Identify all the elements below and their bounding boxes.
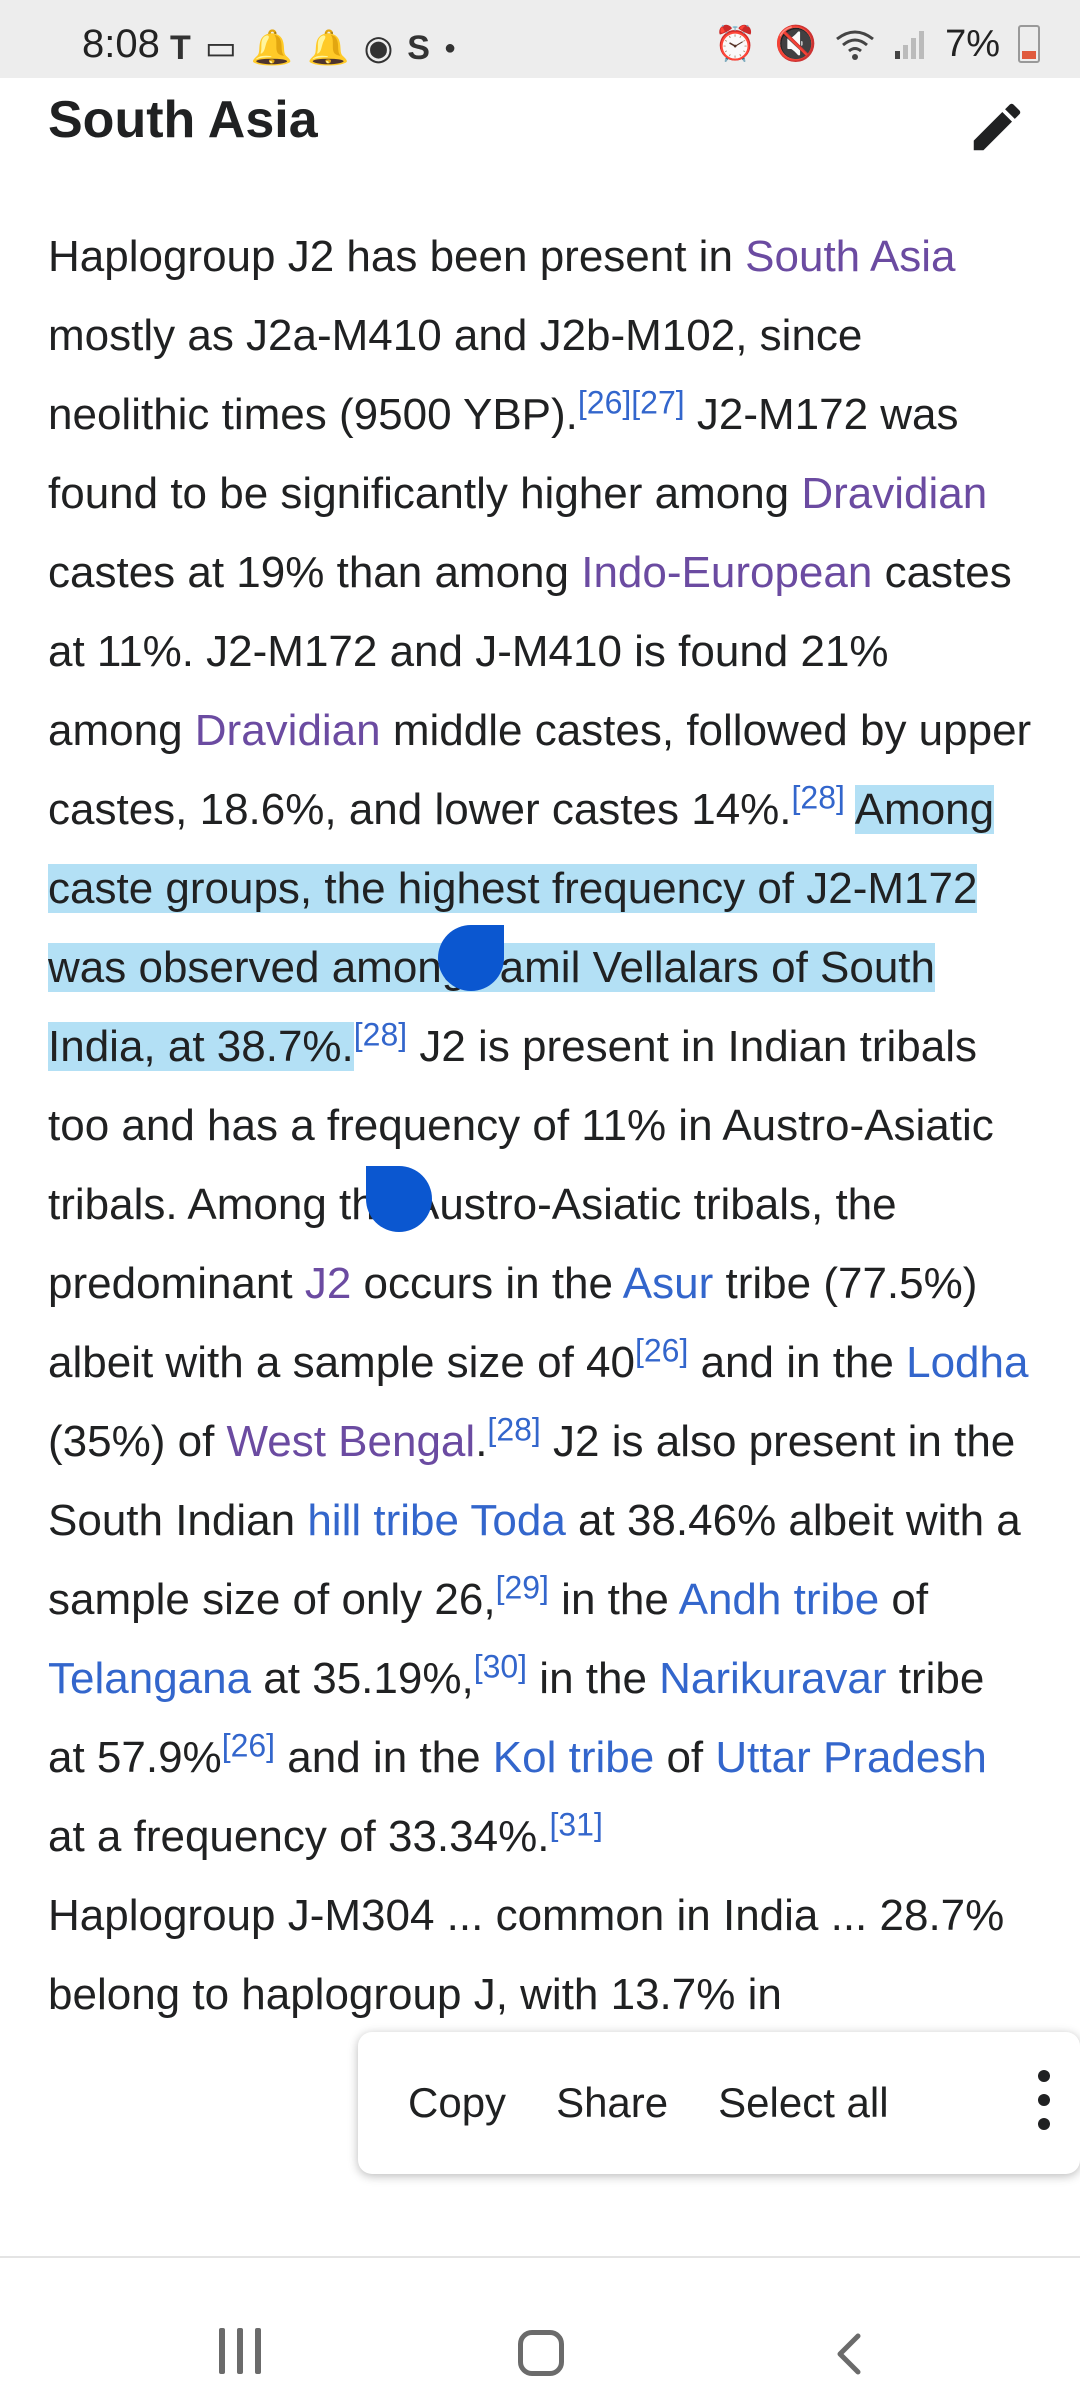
article-paragraph: Haplogroup J-M304 ... common in India ..… xyxy=(48,1891,1005,2019)
text-run: castes at 11%. J2-M172 and J-M410 is fou… xyxy=(48,548,1012,755)
citation-27[interactable]: [27] xyxy=(631,384,685,421)
mute-icon: 🔇 xyxy=(774,25,818,63)
selection-end-handle[interactable] xyxy=(366,1166,432,1232)
link-hill-tribe[interactable]: hill tribe xyxy=(307,1496,459,1545)
link-dravidian[interactable]: Dravidian xyxy=(194,706,381,755)
text-run: at 38.46% albeit with a sample size of o… xyxy=(48,1496,1021,1624)
link-uttar-pradesh[interactable]: Uttar Pradesh xyxy=(715,1733,987,1782)
article-body: Haplogroup J2 has been present in South … xyxy=(48,217,1033,2034)
link-dravidian[interactable]: Dravidian xyxy=(801,469,988,518)
text-run: mostly as J2a-M410 and J2b-M102, since n… xyxy=(48,311,863,439)
notification-icon: 🔔 xyxy=(307,29,350,67)
voicemail-icon: ▭ xyxy=(204,29,237,67)
text-run: tribe (77.5%) albeit with a sample size … xyxy=(48,1259,978,1387)
selection-start-handle[interactable] xyxy=(438,925,504,991)
chrome-icon: ◉ xyxy=(363,29,394,67)
status-icons-left: T ▭ 🔔 🔔 ◉ S ● xyxy=(170,28,456,68)
share-button[interactable]: Share xyxy=(556,2079,669,2126)
text-run: tribe at 57.9% xyxy=(48,1654,985,1782)
text-run: in the xyxy=(548,1575,679,1624)
text-run: J2-M172 was found to be significantly hi… xyxy=(48,390,959,518)
text-run: of xyxy=(879,1575,929,1624)
citation-29[interactable]: [29] xyxy=(495,1569,549,1606)
citation-30[interactable]: [30] xyxy=(473,1648,528,1685)
status-icons-right: ⏰ 🔇 7% xyxy=(714,22,1040,66)
dot-icon: ● xyxy=(443,37,457,59)
home-icon[interactable] xyxy=(518,2330,564,2376)
link-south-asia[interactable]: South Asia xyxy=(745,232,956,281)
text-run xyxy=(459,1496,470,1545)
text-run: (35%) of xyxy=(48,1417,227,1466)
link-andh-tribe[interactable]: Andh tribe xyxy=(678,1575,880,1624)
section-heading: South Asia xyxy=(48,91,318,149)
text-run: castes at 19% than among xyxy=(48,548,582,597)
back-icon[interactable] xyxy=(826,2330,874,2378)
link-j2[interactable]: J2 xyxy=(304,1259,352,1308)
text-run: at 35.19%, xyxy=(251,1654,474,1703)
notification-icon: 🔔 xyxy=(250,29,294,67)
link-indo-european[interactable]: Indo-European xyxy=(581,548,873,597)
citation-28[interactable]: [28] xyxy=(791,779,845,816)
citation-28[interactable]: [28] xyxy=(487,1411,541,1448)
citation-26[interactable]: [26] xyxy=(577,384,632,421)
navigation-bar xyxy=(0,2256,1080,2402)
text-run: J2 is present in Indian tribals too and … xyxy=(48,1022,994,1308)
text-run: . xyxy=(475,1417,488,1466)
link-lodha[interactable]: Lodha xyxy=(906,1338,1029,1387)
t-mobile-icon: T xyxy=(170,29,191,67)
link-telangana[interactable]: Telangana xyxy=(48,1654,252,1703)
link-asur[interactable]: Asur xyxy=(622,1259,714,1308)
text-run: at a frequency of 33.34%. xyxy=(48,1812,550,1861)
copy-button[interactable]: Copy xyxy=(408,2079,507,2126)
text-selection-menu: Copy Share Select all xyxy=(358,2032,1080,2174)
text-run: of xyxy=(654,1733,716,1782)
text-run: and in the xyxy=(275,1733,493,1782)
battery-low-icon xyxy=(1018,25,1040,63)
article-paragraph: Haplogroup J2 has been present in South … xyxy=(48,217,1033,1876)
citation-26[interactable]: [26] xyxy=(634,1332,689,1369)
text-run: occurs in the xyxy=(351,1259,623,1308)
citation-31[interactable]: [31] xyxy=(549,1806,603,1843)
text-run: Haplogroup J2 has been present in xyxy=(48,232,746,281)
link-west-bengal[interactable]: West Bengal xyxy=(226,1417,476,1466)
signal-icon xyxy=(895,31,925,59)
link-narikuravar[interactable]: Narikuravar xyxy=(659,1654,887,1703)
recents-icon[interactable] xyxy=(219,2328,273,2379)
wifi-icon xyxy=(836,30,874,60)
s-icon: S xyxy=(407,29,430,67)
alarm-icon: ⏰ xyxy=(714,25,757,63)
citation-26[interactable]: [26] xyxy=(221,1727,276,1764)
text-run: middle castes, followed by upper castes,… xyxy=(48,706,1032,834)
pencil-icon[interactable] xyxy=(966,96,1028,158)
text-run: J2 is also present in the South Indian xyxy=(48,1417,1016,1545)
link-kol-tribe[interactable]: Kol tribe xyxy=(492,1733,655,1782)
text-run: and in the xyxy=(688,1338,907,1387)
battery-percent: 7% xyxy=(945,22,1000,65)
status-time: 8:08 xyxy=(82,22,160,66)
text-run: in the xyxy=(527,1654,660,1703)
link-toda[interactable]: Toda xyxy=(470,1496,566,1545)
status-bar: 8:08 T ▭ 🔔 🔔 ◉ S ● ⏰ 🔇 7% xyxy=(0,0,1080,78)
more-vertical-icon[interactable] xyxy=(1034,2070,1054,2136)
citation-28[interactable]: [28] xyxy=(353,1016,408,1053)
select-all-button[interactable]: Select all xyxy=(718,2079,889,2126)
